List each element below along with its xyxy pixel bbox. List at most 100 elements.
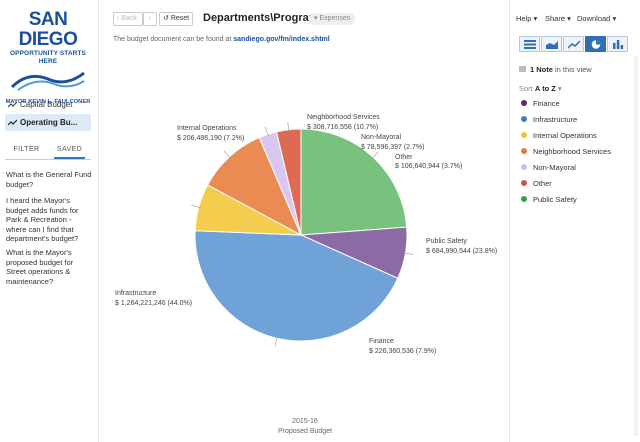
sort-control[interactable]: Sort A to Z ▾ bbox=[519, 84, 562, 93]
fiscal-year: 2015-16 bbox=[292, 418, 318, 425]
reset-icon: ↺ bbox=[163, 15, 171, 22]
saved-question[interactable]: What is the Mayor's proposed budget for … bbox=[6, 248, 74, 286]
legend-dot-icon bbox=[521, 132, 527, 138]
slice-name-label: Internal Operations bbox=[177, 125, 237, 132]
slice-name-label: Non-Mayoral bbox=[361, 134, 402, 141]
legend-dot-icon bbox=[521, 164, 527, 170]
legend-label: Public Safety bbox=[533, 195, 577, 204]
tab-filter[interactable]: FILTER bbox=[13, 146, 40, 153]
logo-title: SAN DIEGO bbox=[18, 9, 78, 50]
leader-line bbox=[371, 151, 379, 160]
slice-name-label: Other bbox=[395, 154, 413, 161]
line-chart-button[interactable] bbox=[563, 36, 584, 52]
leader-line bbox=[190, 204, 201, 208]
download-label: Download bbox=[577, 14, 611, 23]
note-icon bbox=[519, 66, 526, 72]
legend-item[interactable]: Neighborhood Services bbox=[521, 147, 611, 156]
legend-item[interactable]: Infrastructure bbox=[521, 115, 577, 124]
legend-label: Infrastructure bbox=[533, 115, 578, 124]
share-menu[interactable]: Share ▾ bbox=[545, 14, 571, 23]
scrollbar[interactable] bbox=[634, 56, 638, 436]
saved-question[interactable]: What is the General Fund budget? bbox=[6, 170, 92, 189]
sidebar: SAN DIEGO OPPORTUNITY STARTS HERE MAYOR … bbox=[0, 0, 98, 442]
legend-label: Internal Operations bbox=[533, 131, 597, 140]
caret-down-icon: ▾ bbox=[533, 14, 538, 23]
note-suffix: in this view bbox=[555, 65, 592, 74]
slice-value-label: $ 78,596,397 (2.7%) bbox=[361, 144, 424, 151]
legend-item[interactable]: Internal Operations bbox=[521, 131, 597, 140]
help-menu[interactable]: Help ▾ bbox=[516, 14, 537, 23]
expenses-badge[interactable]: ▾ Expenses bbox=[309, 13, 356, 25]
budget-document-link[interactable]: sandiego.gov/fm/index.shtml bbox=[233, 36, 330, 43]
slice-name-label: Neighborhood Services bbox=[307, 114, 380, 121]
slice-name-label: Infrastructure bbox=[115, 290, 156, 297]
city-logo[interactable]: SAN DIEGO OPPORTUNITY STARTS HERE MAYOR … bbox=[2, 9, 94, 106]
back-button[interactable]: ‹ Back bbox=[113, 12, 143, 26]
legend-dot-icon bbox=[521, 180, 527, 186]
notes-indicator[interactable]: 1 Note in this view bbox=[519, 65, 592, 74]
reset-button[interactable]: ↺ Reset bbox=[159, 12, 193, 26]
slice-value-label: $ 684,990,544 (23.8%) bbox=[426, 248, 497, 255]
leader-line bbox=[265, 126, 269, 137]
legend-item[interactable]: Finance bbox=[521, 99, 560, 108]
legend-item[interactable]: Other bbox=[521, 179, 552, 188]
leader-line bbox=[274, 336, 278, 347]
slice-value-label: $ 1,264,221,246 (44.0%) bbox=[115, 300, 192, 307]
pie-chart-button[interactable] bbox=[585, 36, 606, 52]
sidebar-tabs: FILTER SAVED bbox=[5, 142, 91, 160]
tab-saved[interactable]: SAVED bbox=[48, 146, 91, 159]
legend-item[interactable]: Public Safety bbox=[521, 195, 577, 204]
slice-name-label: Public Safety bbox=[426, 238, 467, 245]
legend-dot-icon bbox=[521, 100, 527, 106]
slice-value-label: $ 226,360,536 (7.9%) bbox=[369, 348, 436, 355]
area-chart-icon bbox=[546, 41, 558, 49]
line-chart-icon bbox=[7, 119, 18, 126]
back-label: Back bbox=[121, 15, 137, 22]
line-chart-icon bbox=[568, 40, 580, 49]
legend-dot-icon bbox=[521, 148, 527, 154]
legend-label: Other bbox=[533, 179, 552, 188]
page-title: Departments\Programs bbox=[203, 12, 325, 24]
chart-type-switcher bbox=[519, 36, 629, 54]
slice-value-label: $ 106,640,944 (3.7%) bbox=[395, 163, 462, 170]
download-menu[interactable]: Download ▾ bbox=[577, 14, 616, 23]
forward-button[interactable]: › bbox=[143, 12, 157, 26]
filter-icon: ▾ bbox=[314, 15, 320, 22]
pie-chart-icon bbox=[591, 40, 601, 49]
sidebar-item-operating-budget[interactable]: Operating Bu... bbox=[5, 114, 91, 131]
area-chart-button[interactable] bbox=[541, 36, 562, 52]
bar-chart-icon bbox=[613, 40, 624, 49]
line-chart-icon bbox=[7, 101, 18, 108]
right-panel: Help ▾ Share ▾ Download ▾ 1 Note in this… bbox=[511, 0, 640, 442]
badge-label: Expenses bbox=[319, 15, 351, 22]
budget-document-note: The budget document can be found at sand… bbox=[113, 36, 330, 43]
legend-item[interactable]: Non-Mayoral bbox=[521, 163, 576, 172]
legend-label: Finance bbox=[533, 99, 560, 108]
leader-line bbox=[287, 121, 290, 132]
caret-down-icon: ▾ bbox=[612, 14, 617, 23]
sidebar-item-label: Capital Budget bbox=[20, 100, 73, 109]
table-icon bbox=[524, 40, 536, 49]
slice-value-label: $ 206,486,190 (7.2%) bbox=[177, 135, 244, 142]
chevron-right-icon: › bbox=[148, 15, 152, 22]
wave-logo-icon bbox=[10, 71, 85, 91]
pie-chart: Public Safety $ 684,990,544 (23.8%) Financ… bbox=[115, 114, 497, 355]
caret-down-icon: ▾ bbox=[557, 84, 562, 93]
logo-mayor: MAYOR KEVIN L. FAULCONER bbox=[5, 99, 91, 105]
legend-dot-icon bbox=[521, 116, 527, 122]
legend-dot-icon bbox=[521, 196, 527, 202]
sidebar-item-capital-budget[interactable]: Capital Budget bbox=[5, 96, 91, 113]
legend-label: Neighborhood Services bbox=[533, 147, 611, 156]
caret-down-icon: ▾ bbox=[567, 14, 571, 23]
saved-question[interactable]: I heard the Mayor's budget adds funds fo… bbox=[6, 196, 79, 243]
sort-value: A to Z bbox=[534, 84, 556, 93]
leader-line bbox=[223, 150, 231, 159]
main-panel: ‹ Back › ↺ Reset Departments\Programs ▾ … bbox=[98, 0, 510, 442]
doc-text: The budget document can be found at bbox=[113, 36, 232, 43]
share-label: Share bbox=[545, 14, 566, 23]
bar-chart-button[interactable] bbox=[607, 36, 628, 52]
leader-line bbox=[403, 252, 414, 255]
table-view-button[interactable] bbox=[519, 36, 540, 52]
logo-tagline: OPPORTUNITY STARTS HERE bbox=[10, 50, 86, 65]
sort-prefix: Sort bbox=[519, 84, 533, 93]
